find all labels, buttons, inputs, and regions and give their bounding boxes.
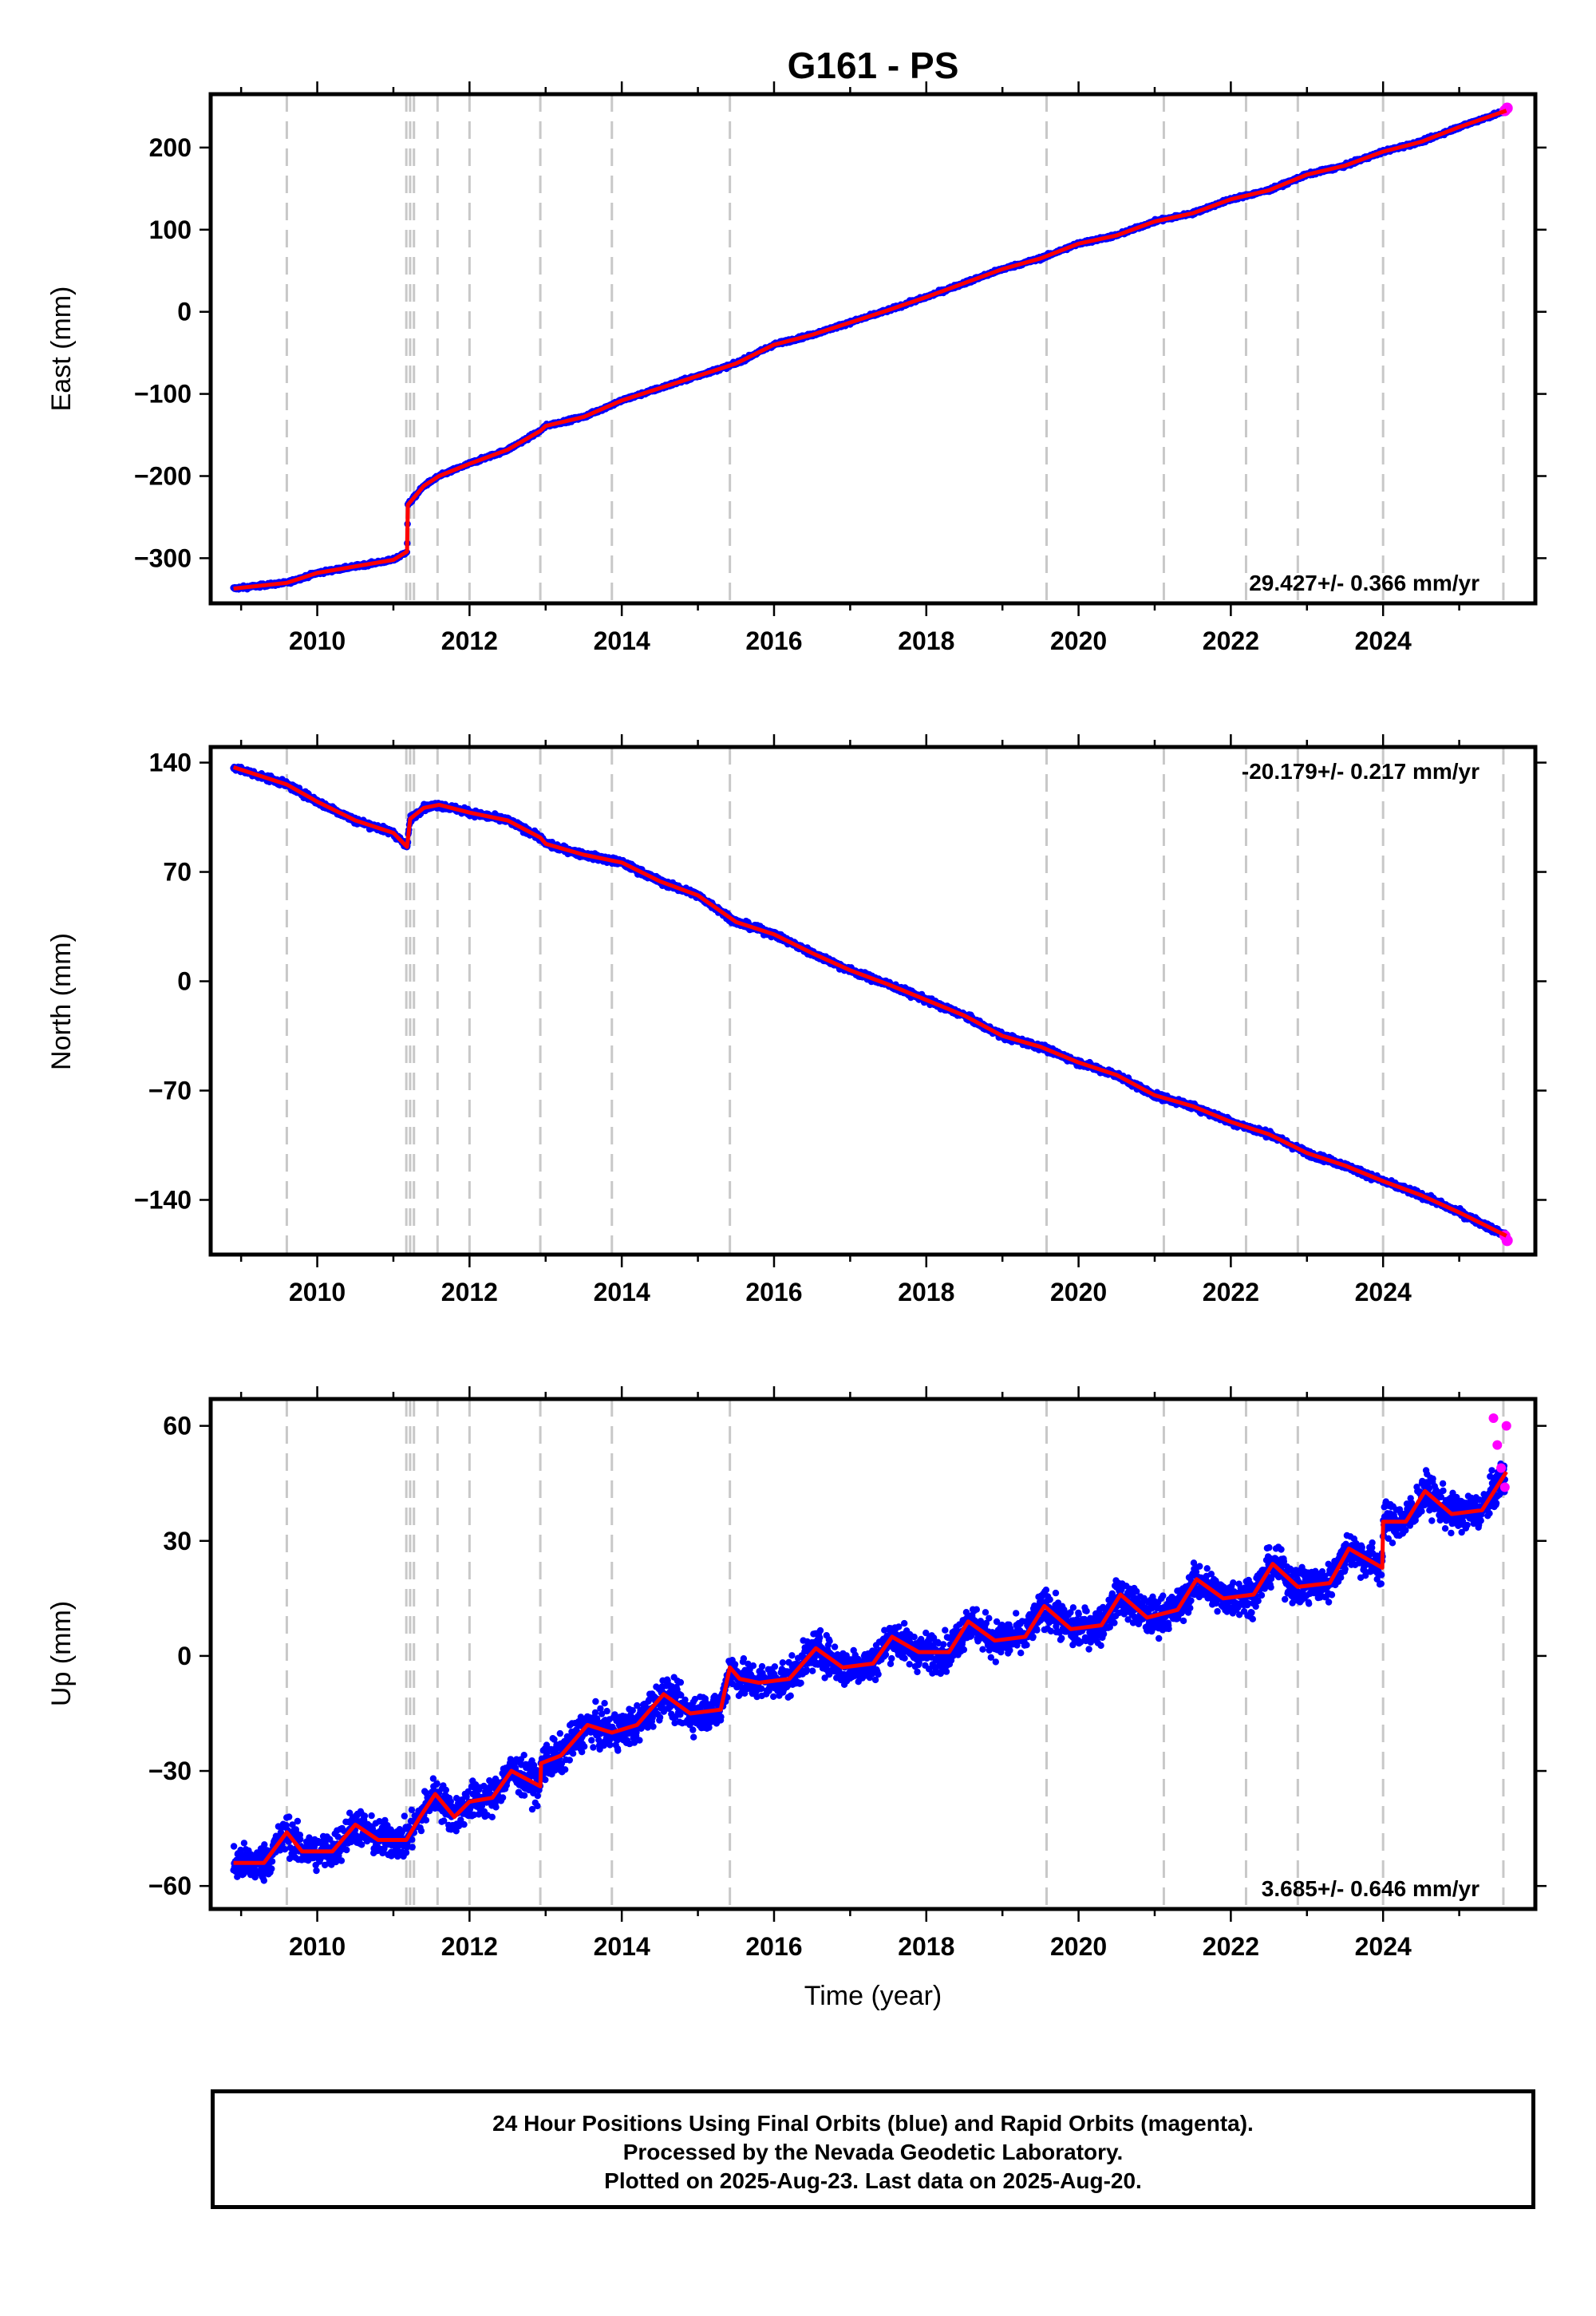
x-tick-label: 2010 <box>289 1278 346 1306</box>
y-tick-label: −70 <box>148 1077 192 1105</box>
x-tick-label: 2018 <box>898 626 954 655</box>
x-tick-label: 2012 <box>441 1278 498 1306</box>
y-tick-label: −100 <box>134 380 192 409</box>
y-tick-label: 60 <box>163 1412 192 1441</box>
velocity-rate-label: 29.427+/- 0.366 mm/yr <box>1249 571 1479 595</box>
chart-title: G161 - PS <box>788 45 959 86</box>
footer-line-3: Plotted on 2025-Aug-23. Last data on 202… <box>604 2168 1142 2193</box>
x-tick-label: 2014 <box>594 626 650 655</box>
model-fit-line <box>233 1470 1508 1865</box>
rapid-orbit-point <box>1488 1413 1499 1424</box>
model-fit-line <box>232 765 1507 1238</box>
x-tick-label: 2022 <box>1203 1932 1259 1961</box>
y-axis-label: Up (mm) <box>46 1601 77 1706</box>
x-tick-label: 2022 <box>1203 626 1259 655</box>
rapid-orbit-point <box>1499 1482 1510 1492</box>
event-lines <box>285 747 1505 1255</box>
x-tick-label: 2020 <box>1050 626 1107 655</box>
panel-up: 60 30 0 −30 −60 2010 2012 2014 2016 2018 2020 2022 2… <box>46 1386 1547 1961</box>
x-tick-label: 2020 <box>1050 1278 1107 1306</box>
footer-line-1: 24 Hour Positions Using Final Orbits (bl… <box>492 2111 1254 2136</box>
x-axis-label: Time (year) <box>804 1981 942 2011</box>
event-lines <box>285 94 1505 603</box>
final-orbit-points <box>230 106 1508 593</box>
rapid-orbit-point <box>1501 1235 1513 1247</box>
footer-note: 24 Hour Positions Using Final Orbits (bl… <box>211 2089 1535 2209</box>
plot-frame <box>208 1397 1538 1911</box>
y-axis-label: North (mm) <box>46 933 77 1070</box>
x-tick-label: 2010 <box>289 626 346 655</box>
x-tick-label: 2024 <box>1355 626 1412 655</box>
rapid-orbit-point <box>1501 1421 1511 1431</box>
rapid-orbit-point <box>1492 1440 1503 1450</box>
y-tick-label: 30 <box>163 1527 192 1555</box>
y-tick-label: 0 <box>177 298 192 326</box>
x-tick-label: 2024 <box>1355 1932 1412 1961</box>
velocity-rate-label: 3.685+/- 0.646 mm/yr <box>1262 1876 1479 1901</box>
y-tick-label: −140 <box>134 1186 192 1215</box>
y-tick-label: −30 <box>148 1757 192 1785</box>
model-fit-line <box>233 109 1507 591</box>
y-tick-label: 140 <box>149 749 192 777</box>
footer-line-2: Processed by the Nevada Geodetic Laborat… <box>622 2140 1124 2164</box>
y-tick-label: −60 <box>148 1871 192 1900</box>
event-lines <box>285 1399 1505 1909</box>
plot-frame <box>208 745 1538 1257</box>
x-tick-label: 2020 <box>1050 1932 1107 1961</box>
x-tick-label: 2018 <box>898 1278 954 1306</box>
rapid-orbit-point <box>1496 1463 1507 1473</box>
rapid-orbit-points <box>1488 1413 1511 1492</box>
x-tick-label: 2016 <box>745 626 802 655</box>
x-tick-label: 2024 <box>1355 1278 1412 1306</box>
panel-north: 140 70 0 −70 −140 2010 2012 2014 2016 2018 2020 202… <box>46 734 1547 1306</box>
x-tick-label: 2018 <box>898 1932 954 1961</box>
y-tick-label: −200 <box>134 462 192 491</box>
x-tick-label: 2016 <box>745 1932 802 1961</box>
final-orbit-points <box>230 763 1508 1239</box>
y-tick-label: 100 <box>149 215 192 244</box>
plot-frame <box>208 92 1538 606</box>
y-axis-label: East (mm) <box>46 287 77 412</box>
x-tick-label: 2016 <box>745 1278 802 1306</box>
y-tick-label: 0 <box>177 967 192 996</box>
y-tick-label: 70 <box>163 858 192 887</box>
final-orbit-points <box>230 1460 1508 1884</box>
y-tick-label: −300 <box>134 543 192 572</box>
x-tick-label: 2012 <box>441 1932 498 1961</box>
y-tick-label: 200 <box>149 133 192 162</box>
y-tick-label: 0 <box>177 1642 192 1670</box>
panel-east: 200 100 0 −100 −200 −300 2010 2012 2014 2016 2018 2… <box>46 81 1547 655</box>
x-tick-label: 2014 <box>594 1932 650 1961</box>
x-tick-label: 2012 <box>441 626 498 655</box>
velocity-rate-label: -20.179+/- 0.217 mm/yr <box>1242 759 1479 784</box>
x-tick-label: 2022 <box>1203 1278 1259 1306</box>
x-tick-label: 2014 <box>594 1278 650 1306</box>
x-tick-label: 2010 <box>289 1932 346 1961</box>
